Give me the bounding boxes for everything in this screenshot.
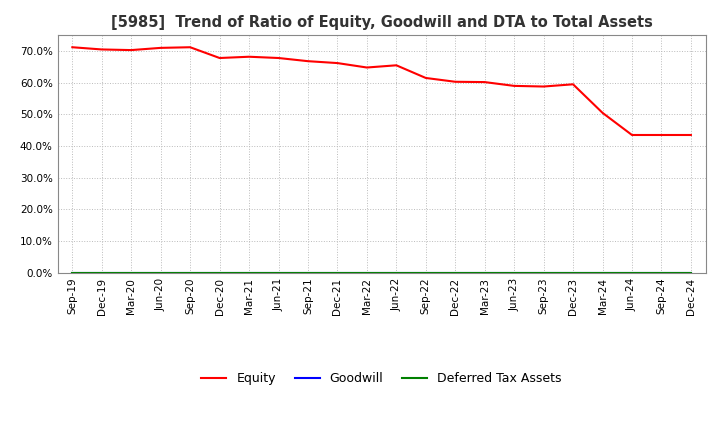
Equity — [127, 48, 135, 53]
Deferred Tax Assets — [421, 270, 430, 275]
Equity — [68, 44, 76, 50]
Goodwill — [539, 270, 548, 275]
Equity — [539, 84, 548, 89]
Equity — [628, 132, 636, 138]
Equity — [480, 80, 489, 85]
Deferred Tax Assets — [97, 270, 106, 275]
Goodwill — [598, 270, 607, 275]
Deferred Tax Assets — [539, 270, 548, 275]
Goodwill — [186, 270, 194, 275]
Equity — [215, 55, 224, 61]
Deferred Tax Assets — [215, 270, 224, 275]
Goodwill — [97, 270, 106, 275]
Goodwill — [156, 270, 165, 275]
Goodwill — [245, 270, 253, 275]
Equity — [421, 75, 430, 81]
Deferred Tax Assets — [628, 270, 636, 275]
Goodwill — [274, 270, 283, 275]
Deferred Tax Assets — [363, 270, 372, 275]
Equity — [687, 132, 696, 138]
Goodwill — [68, 270, 76, 275]
Deferred Tax Assets — [127, 270, 135, 275]
Deferred Tax Assets — [598, 270, 607, 275]
Equity — [186, 44, 194, 50]
Equity — [510, 83, 518, 88]
Deferred Tax Assets — [156, 270, 165, 275]
Equity — [569, 82, 577, 87]
Deferred Tax Assets — [451, 270, 459, 275]
Equity — [245, 54, 253, 59]
Equity — [304, 59, 312, 64]
Equity — [333, 60, 342, 66]
Deferred Tax Assets — [657, 270, 666, 275]
Goodwill — [215, 270, 224, 275]
Deferred Tax Assets — [245, 270, 253, 275]
Equity — [392, 62, 400, 68]
Goodwill — [363, 270, 372, 275]
Line: Equity: Equity — [72, 47, 691, 135]
Goodwill — [451, 270, 459, 275]
Goodwill — [392, 270, 400, 275]
Goodwill — [569, 270, 577, 275]
Deferred Tax Assets — [392, 270, 400, 275]
Goodwill — [304, 270, 312, 275]
Deferred Tax Assets — [510, 270, 518, 275]
Equity — [363, 65, 372, 70]
Deferred Tax Assets — [687, 270, 696, 275]
Deferred Tax Assets — [274, 270, 283, 275]
Equity — [598, 110, 607, 115]
Goodwill — [657, 270, 666, 275]
Goodwill — [480, 270, 489, 275]
Legend: Equity, Goodwill, Deferred Tax Assets: Equity, Goodwill, Deferred Tax Assets — [197, 367, 567, 390]
Deferred Tax Assets — [186, 270, 194, 275]
Equity — [97, 47, 106, 52]
Equity — [156, 45, 165, 51]
Goodwill — [510, 270, 518, 275]
Equity — [274, 55, 283, 61]
Deferred Tax Assets — [569, 270, 577, 275]
Equity — [451, 79, 459, 84]
Equity — [657, 132, 666, 138]
Goodwill — [127, 270, 135, 275]
Goodwill — [333, 270, 342, 275]
Goodwill — [628, 270, 636, 275]
Goodwill — [421, 270, 430, 275]
Deferred Tax Assets — [480, 270, 489, 275]
Goodwill — [687, 270, 696, 275]
Title: [5985]  Trend of Ratio of Equity, Goodwill and DTA to Total Assets: [5985] Trend of Ratio of Equity, Goodwil… — [111, 15, 652, 30]
Deferred Tax Assets — [333, 270, 342, 275]
Deferred Tax Assets — [68, 270, 76, 275]
Deferred Tax Assets — [304, 270, 312, 275]
